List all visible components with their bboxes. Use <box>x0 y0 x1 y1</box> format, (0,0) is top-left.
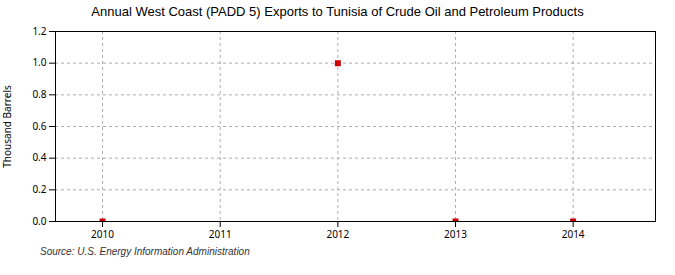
svg-text:Thousand Barrels: Thousand Barrels <box>0 85 14 168</box>
svg-text:0.2: 0.2 <box>32 182 46 196</box>
svg-text:0.6: 0.6 <box>32 119 46 133</box>
svg-text:0.4: 0.4 <box>32 150 46 164</box>
svg-text:2013: 2013 <box>444 227 467 241</box>
svg-text:2012: 2012 <box>326 227 349 241</box>
svg-text:2014: 2014 <box>562 227 585 241</box>
svg-text:1.2: 1.2 <box>32 24 46 38</box>
svg-text:2011: 2011 <box>209 227 232 241</box>
svg-text:2010: 2010 <box>91 227 114 241</box>
svg-text:0.0: 0.0 <box>32 214 46 228</box>
svg-text:0.8: 0.8 <box>32 87 46 101</box>
html-text:Source: U.S. Energy Informatio: Source: U.S. Energy Information Administ… <box>40 246 250 257</box>
svg-text:1.0: 1.0 <box>32 55 46 69</box>
html-text:Annual West Coast (PADD 5) Exp: Annual West Coast (PADD 5) Exports to Tu… <box>91 4 584 19</box>
